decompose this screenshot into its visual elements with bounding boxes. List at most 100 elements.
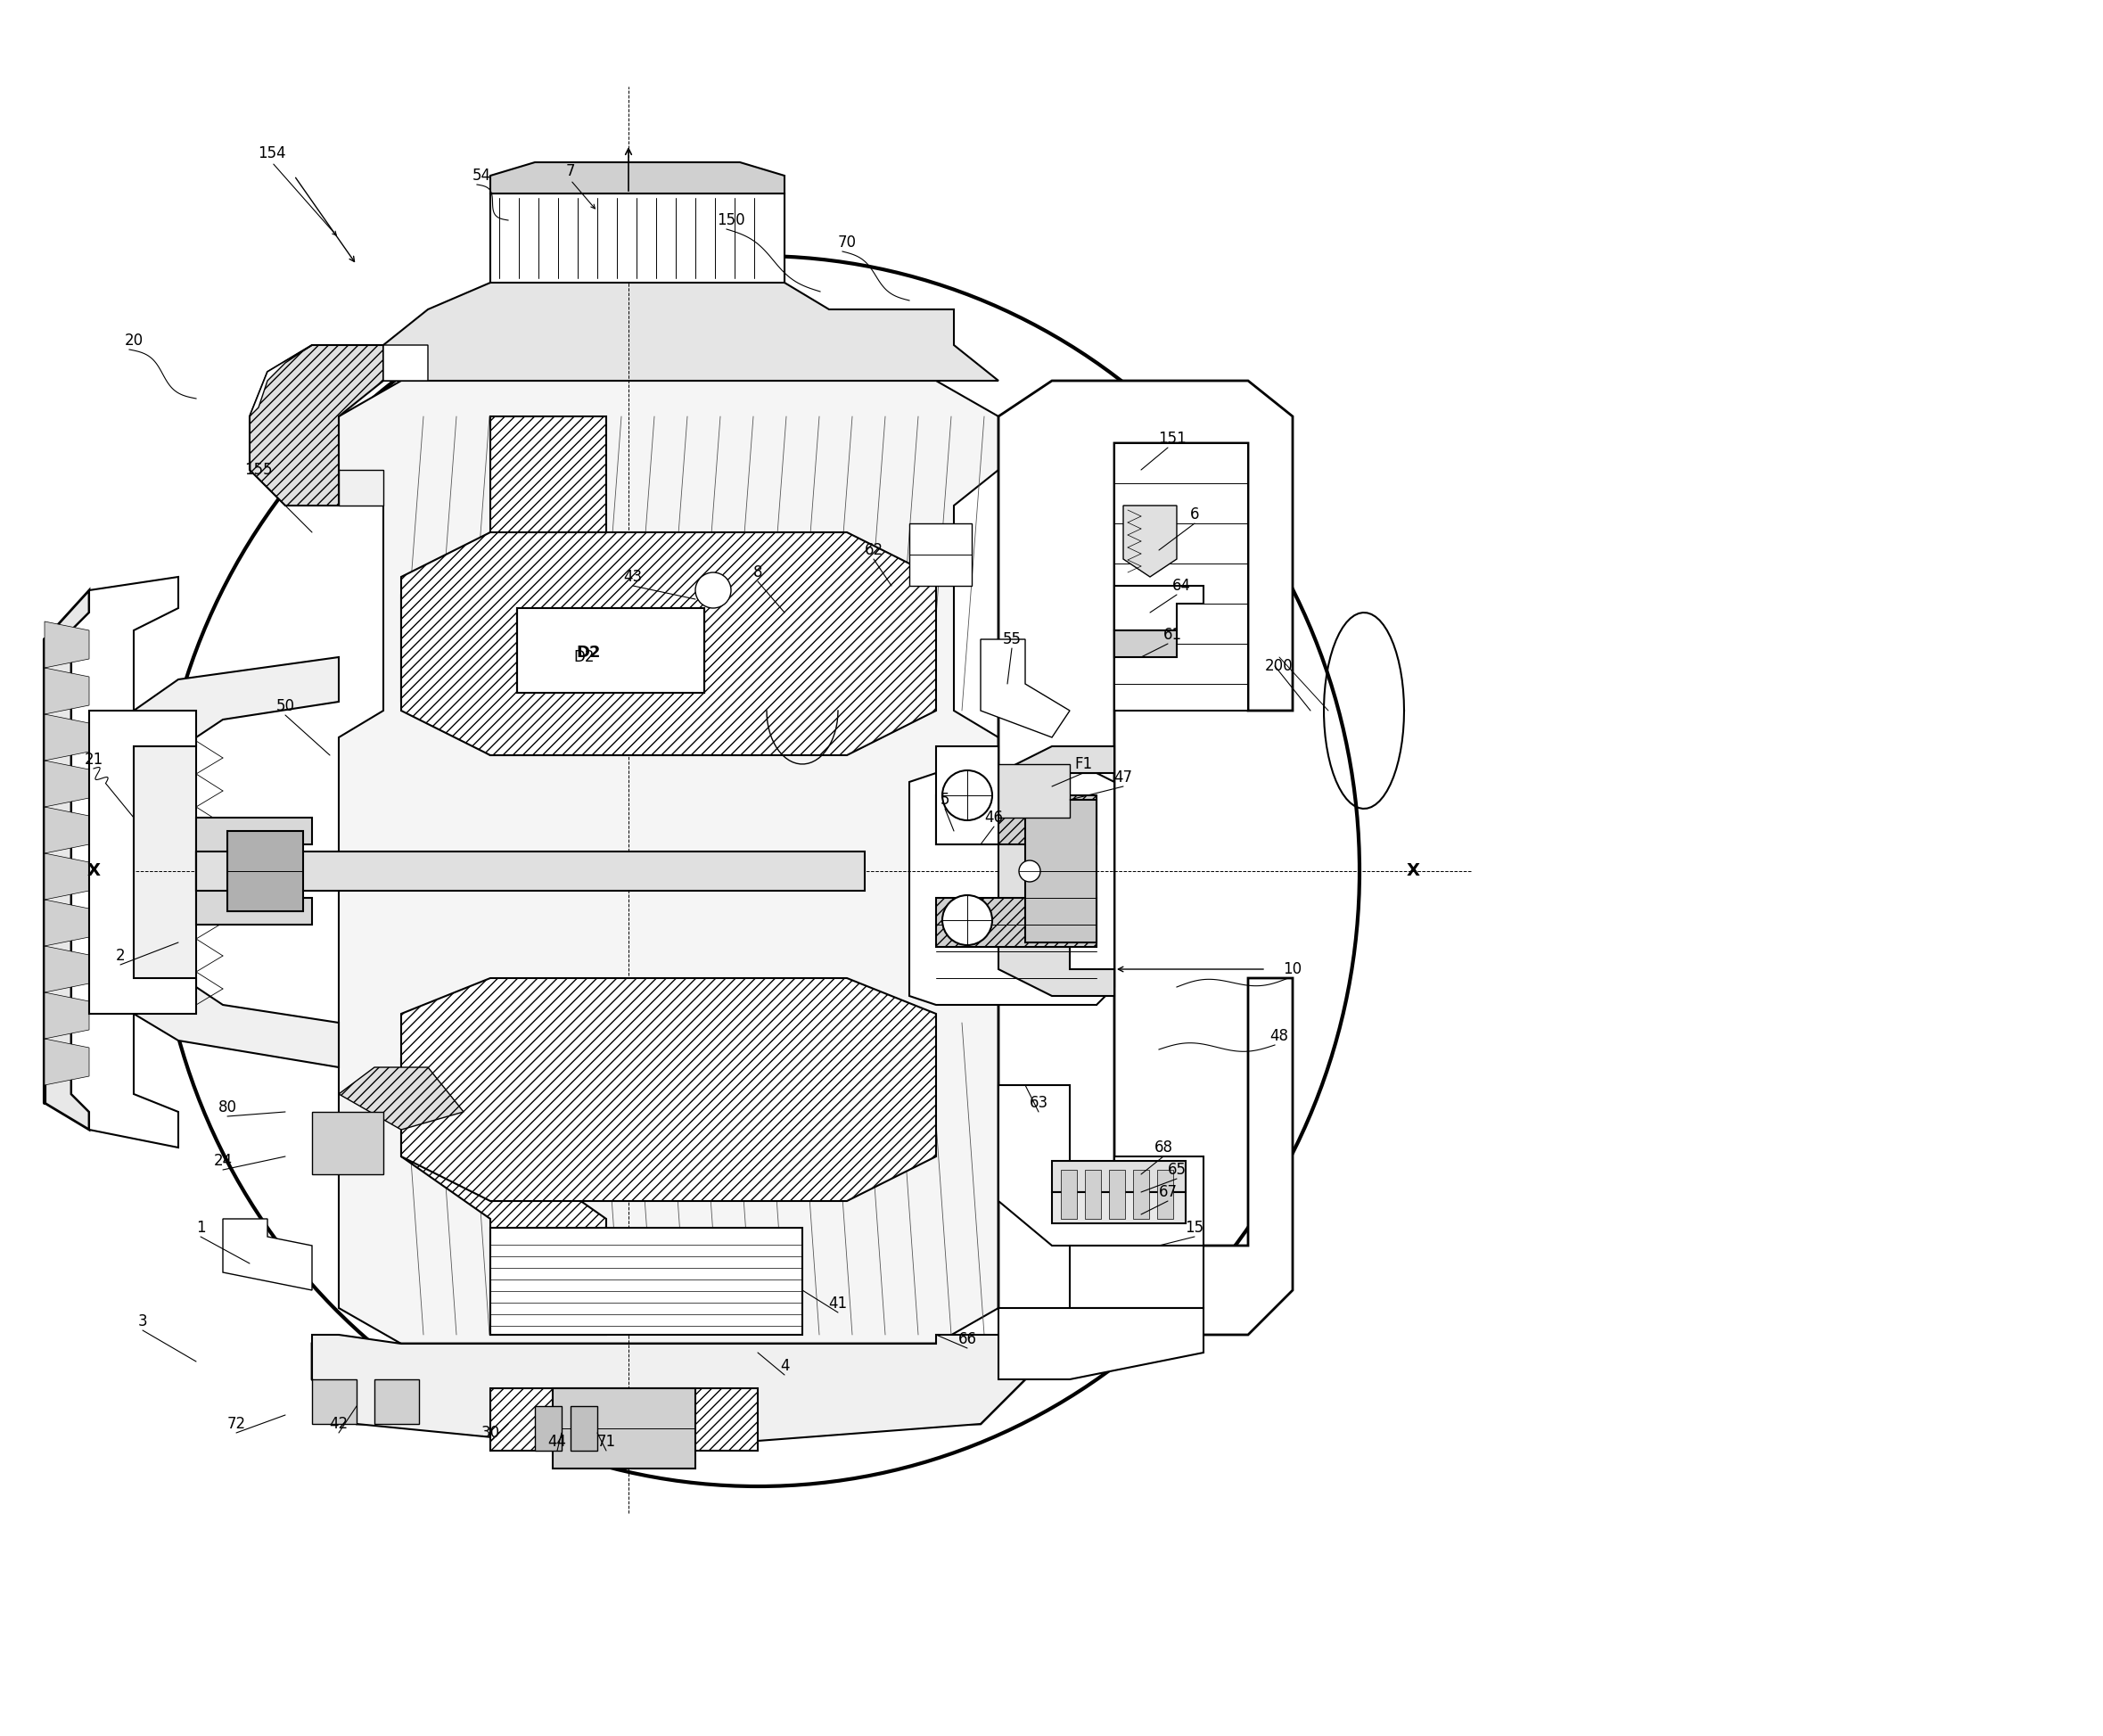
Text: 64: 64 xyxy=(1171,578,1190,594)
Text: 4: 4 xyxy=(780,1358,789,1373)
Text: 41: 41 xyxy=(829,1295,848,1312)
Bar xyxy=(936,898,1096,946)
Polygon shape xyxy=(999,380,1293,1335)
Text: F1: F1 xyxy=(1075,757,1091,773)
Text: X: X xyxy=(86,863,101,880)
Text: 46: 46 xyxy=(984,809,1003,826)
Text: 155: 155 xyxy=(244,462,273,477)
Text: 2: 2 xyxy=(116,948,124,963)
Polygon shape xyxy=(402,417,757,755)
Bar xyxy=(1052,1193,1186,1224)
Polygon shape xyxy=(311,1335,1024,1451)
Bar xyxy=(227,832,303,911)
Polygon shape xyxy=(1115,630,1178,658)
Text: 200: 200 xyxy=(1266,658,1293,674)
Bar xyxy=(1157,1170,1173,1219)
Polygon shape xyxy=(44,668,88,713)
Bar xyxy=(311,1380,358,1424)
Polygon shape xyxy=(339,1068,463,1130)
Text: 151: 151 xyxy=(1159,431,1186,446)
Text: 62: 62 xyxy=(864,542,883,559)
Polygon shape xyxy=(402,977,936,1201)
Text: 72: 72 xyxy=(227,1417,246,1432)
Circle shape xyxy=(942,771,993,821)
Polygon shape xyxy=(402,1014,757,1335)
Polygon shape xyxy=(44,713,88,760)
Polygon shape xyxy=(980,639,1070,738)
Bar xyxy=(196,851,864,891)
Circle shape xyxy=(696,573,732,608)
Text: 42: 42 xyxy=(330,1417,349,1432)
Text: 63: 63 xyxy=(1028,1095,1047,1111)
Polygon shape xyxy=(196,818,311,925)
Text: 7: 7 xyxy=(566,163,576,179)
Polygon shape xyxy=(44,854,88,899)
Bar xyxy=(553,1389,696,1469)
Bar xyxy=(490,1227,803,1335)
Text: 43: 43 xyxy=(622,569,641,585)
Polygon shape xyxy=(999,1085,1203,1246)
Bar xyxy=(490,193,784,283)
Text: 6: 6 xyxy=(1190,507,1199,523)
Text: 50: 50 xyxy=(275,698,294,713)
Polygon shape xyxy=(1070,1246,1203,1307)
Polygon shape xyxy=(44,807,88,854)
Text: 3: 3 xyxy=(139,1314,147,1330)
Polygon shape xyxy=(44,760,88,807)
Bar xyxy=(1024,800,1096,943)
Text: 5: 5 xyxy=(940,792,951,807)
Polygon shape xyxy=(402,533,936,755)
Bar xyxy=(999,764,1070,818)
Text: 154: 154 xyxy=(259,146,286,161)
Polygon shape xyxy=(339,470,383,505)
Polygon shape xyxy=(490,161,784,193)
Bar xyxy=(1085,1170,1102,1219)
Text: 8: 8 xyxy=(753,564,763,580)
Text: 68: 68 xyxy=(1155,1139,1173,1156)
Polygon shape xyxy=(44,946,88,993)
Bar xyxy=(534,1406,562,1451)
Bar xyxy=(1052,1161,1186,1193)
Polygon shape xyxy=(44,590,88,1130)
Text: 54: 54 xyxy=(471,168,490,184)
Polygon shape xyxy=(250,345,383,505)
Polygon shape xyxy=(135,658,339,1068)
Bar xyxy=(1108,1170,1125,1219)
Polygon shape xyxy=(311,1344,1024,1424)
Text: 15: 15 xyxy=(1186,1220,1205,1236)
Polygon shape xyxy=(44,993,88,1038)
Text: 1: 1 xyxy=(196,1220,206,1236)
Bar xyxy=(1134,1170,1148,1219)
Polygon shape xyxy=(339,380,999,1344)
Polygon shape xyxy=(999,1307,1203,1380)
Polygon shape xyxy=(1123,505,1178,576)
Polygon shape xyxy=(383,193,999,380)
Circle shape xyxy=(942,896,993,944)
Bar xyxy=(374,1380,418,1424)
Text: 21: 21 xyxy=(84,752,103,767)
Polygon shape xyxy=(1115,443,1247,710)
Text: 67: 67 xyxy=(1159,1184,1178,1200)
Text: 44: 44 xyxy=(547,1434,566,1450)
Text: 55: 55 xyxy=(1003,632,1022,648)
Bar xyxy=(517,608,705,693)
Polygon shape xyxy=(44,621,88,668)
Text: 80: 80 xyxy=(219,1099,238,1116)
Polygon shape xyxy=(1115,585,1203,630)
Text: 61: 61 xyxy=(1163,627,1182,642)
Text: X: X xyxy=(1407,863,1420,880)
Text: 70: 70 xyxy=(837,234,856,250)
Bar xyxy=(1060,1170,1077,1219)
Bar xyxy=(490,1389,757,1451)
Text: 66: 66 xyxy=(957,1332,976,1347)
Polygon shape xyxy=(936,746,999,844)
Polygon shape xyxy=(999,746,1115,996)
Bar xyxy=(311,1111,383,1174)
Polygon shape xyxy=(44,899,88,946)
Text: 48: 48 xyxy=(1270,1028,1289,1043)
Text: 24: 24 xyxy=(212,1153,231,1168)
Bar xyxy=(936,795,1096,844)
Text: 10: 10 xyxy=(1283,962,1302,977)
Text: 71: 71 xyxy=(597,1434,616,1450)
Bar xyxy=(908,523,972,585)
